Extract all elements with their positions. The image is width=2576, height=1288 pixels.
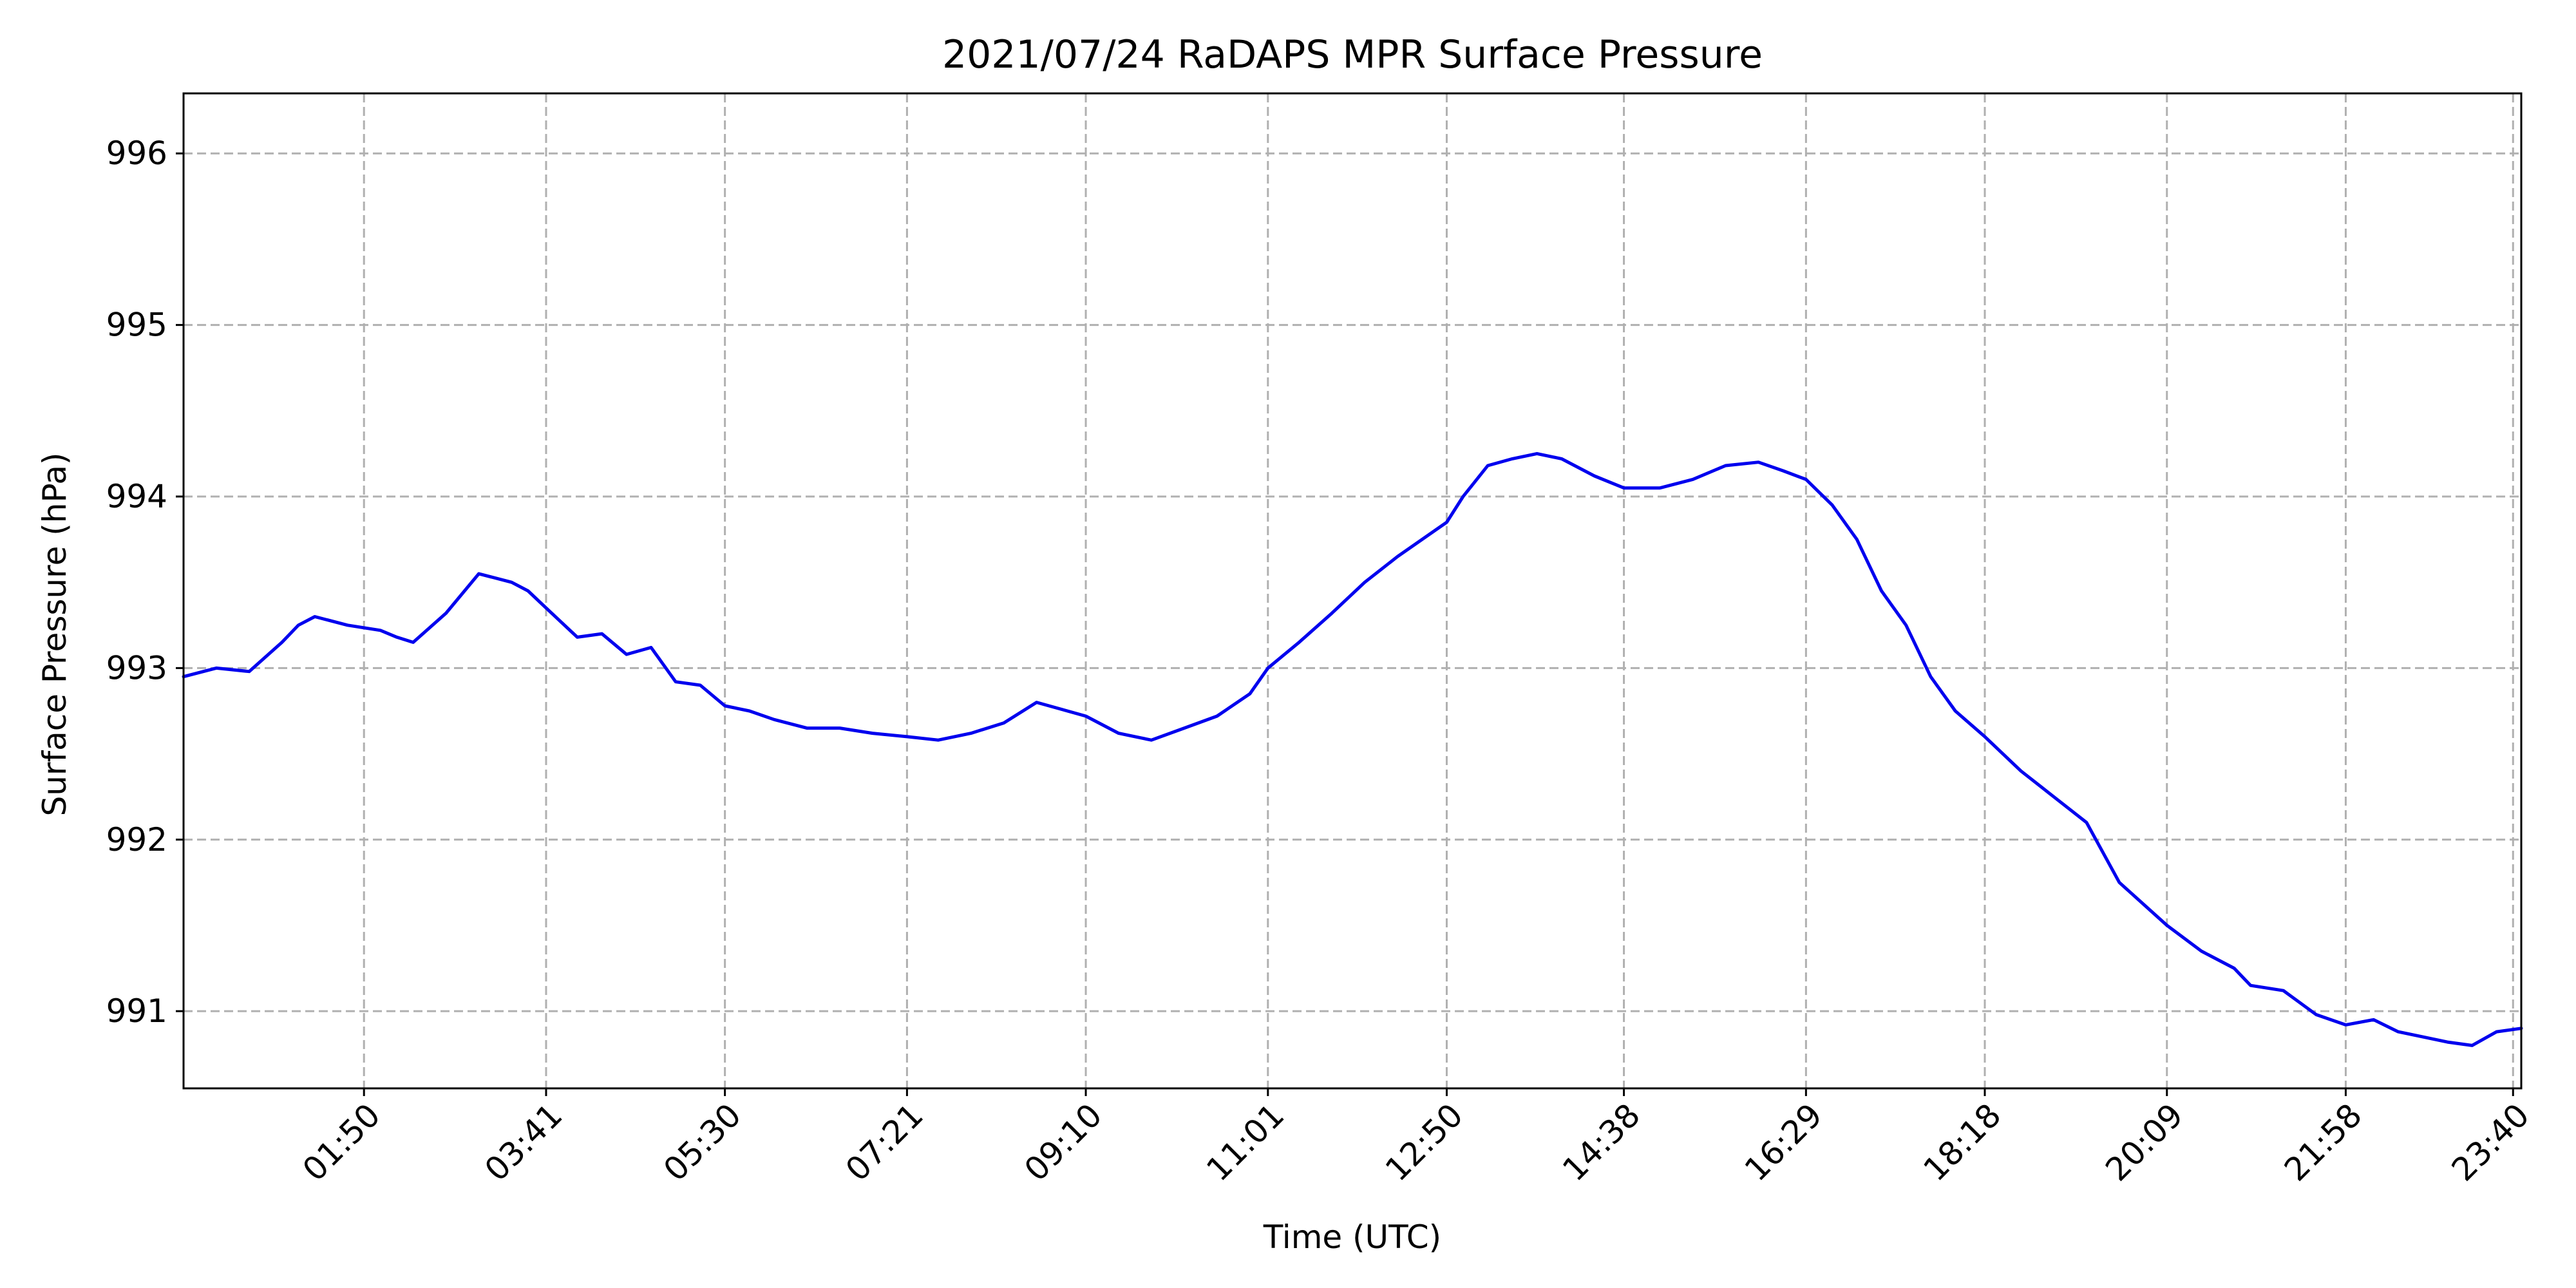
x-tick-label: 14:38 (1555, 1096, 1647, 1188)
y-axis-label: Surface Pressure (hPa) (36, 452, 73, 816)
x-tick-label: 16:29 (1738, 1096, 1830, 1188)
x-tick-label: 12:50 (1378, 1096, 1470, 1188)
plot-frame (182, 92, 2523, 1090)
x-tick-label: 20:09 (2098, 1096, 2190, 1188)
y-tick-label: 994 (106, 478, 167, 515)
x-tick-label: 21:58 (2277, 1096, 2369, 1188)
x-tick-label: 11:01 (1199, 1096, 1291, 1188)
y-tick-label: 996 (106, 135, 167, 172)
x-tick-label: 18:18 (1917, 1096, 2009, 1188)
data-series (182, 451, 2523, 1047)
x-tick-label: 09:10 (1018, 1096, 1110, 1188)
chart-title: 2021/07/24 RaDAPS MPR Surface Pressure (942, 32, 1763, 77)
x-tick-label: 23:40 (2445, 1096, 2537, 1188)
y-tick-label: 991 (106, 992, 167, 1030)
grid (184, 93, 2521, 1088)
x-axis-label: Time (UTC) (1263, 1218, 1441, 1256)
y-tick-label: 995 (106, 307, 167, 344)
x-tick-label: 07:21 (838, 1096, 931, 1188)
y-axis: 991 992 993 994 995 996 (106, 135, 184, 1030)
x-tick-label: 05:30 (656, 1096, 748, 1188)
x-axis: 01:50 03:41 05:30 07:21 09:10 11:01 12:50 14:38… (296, 1088, 2537, 1188)
y-tick-label: 992 (106, 821, 167, 858)
x-tick-label: 03:41 (478, 1096, 570, 1188)
pressure-line (182, 451, 2523, 1047)
x-tick-label: 01:50 (296, 1096, 388, 1188)
y-tick-label: 993 (106, 649, 167, 687)
